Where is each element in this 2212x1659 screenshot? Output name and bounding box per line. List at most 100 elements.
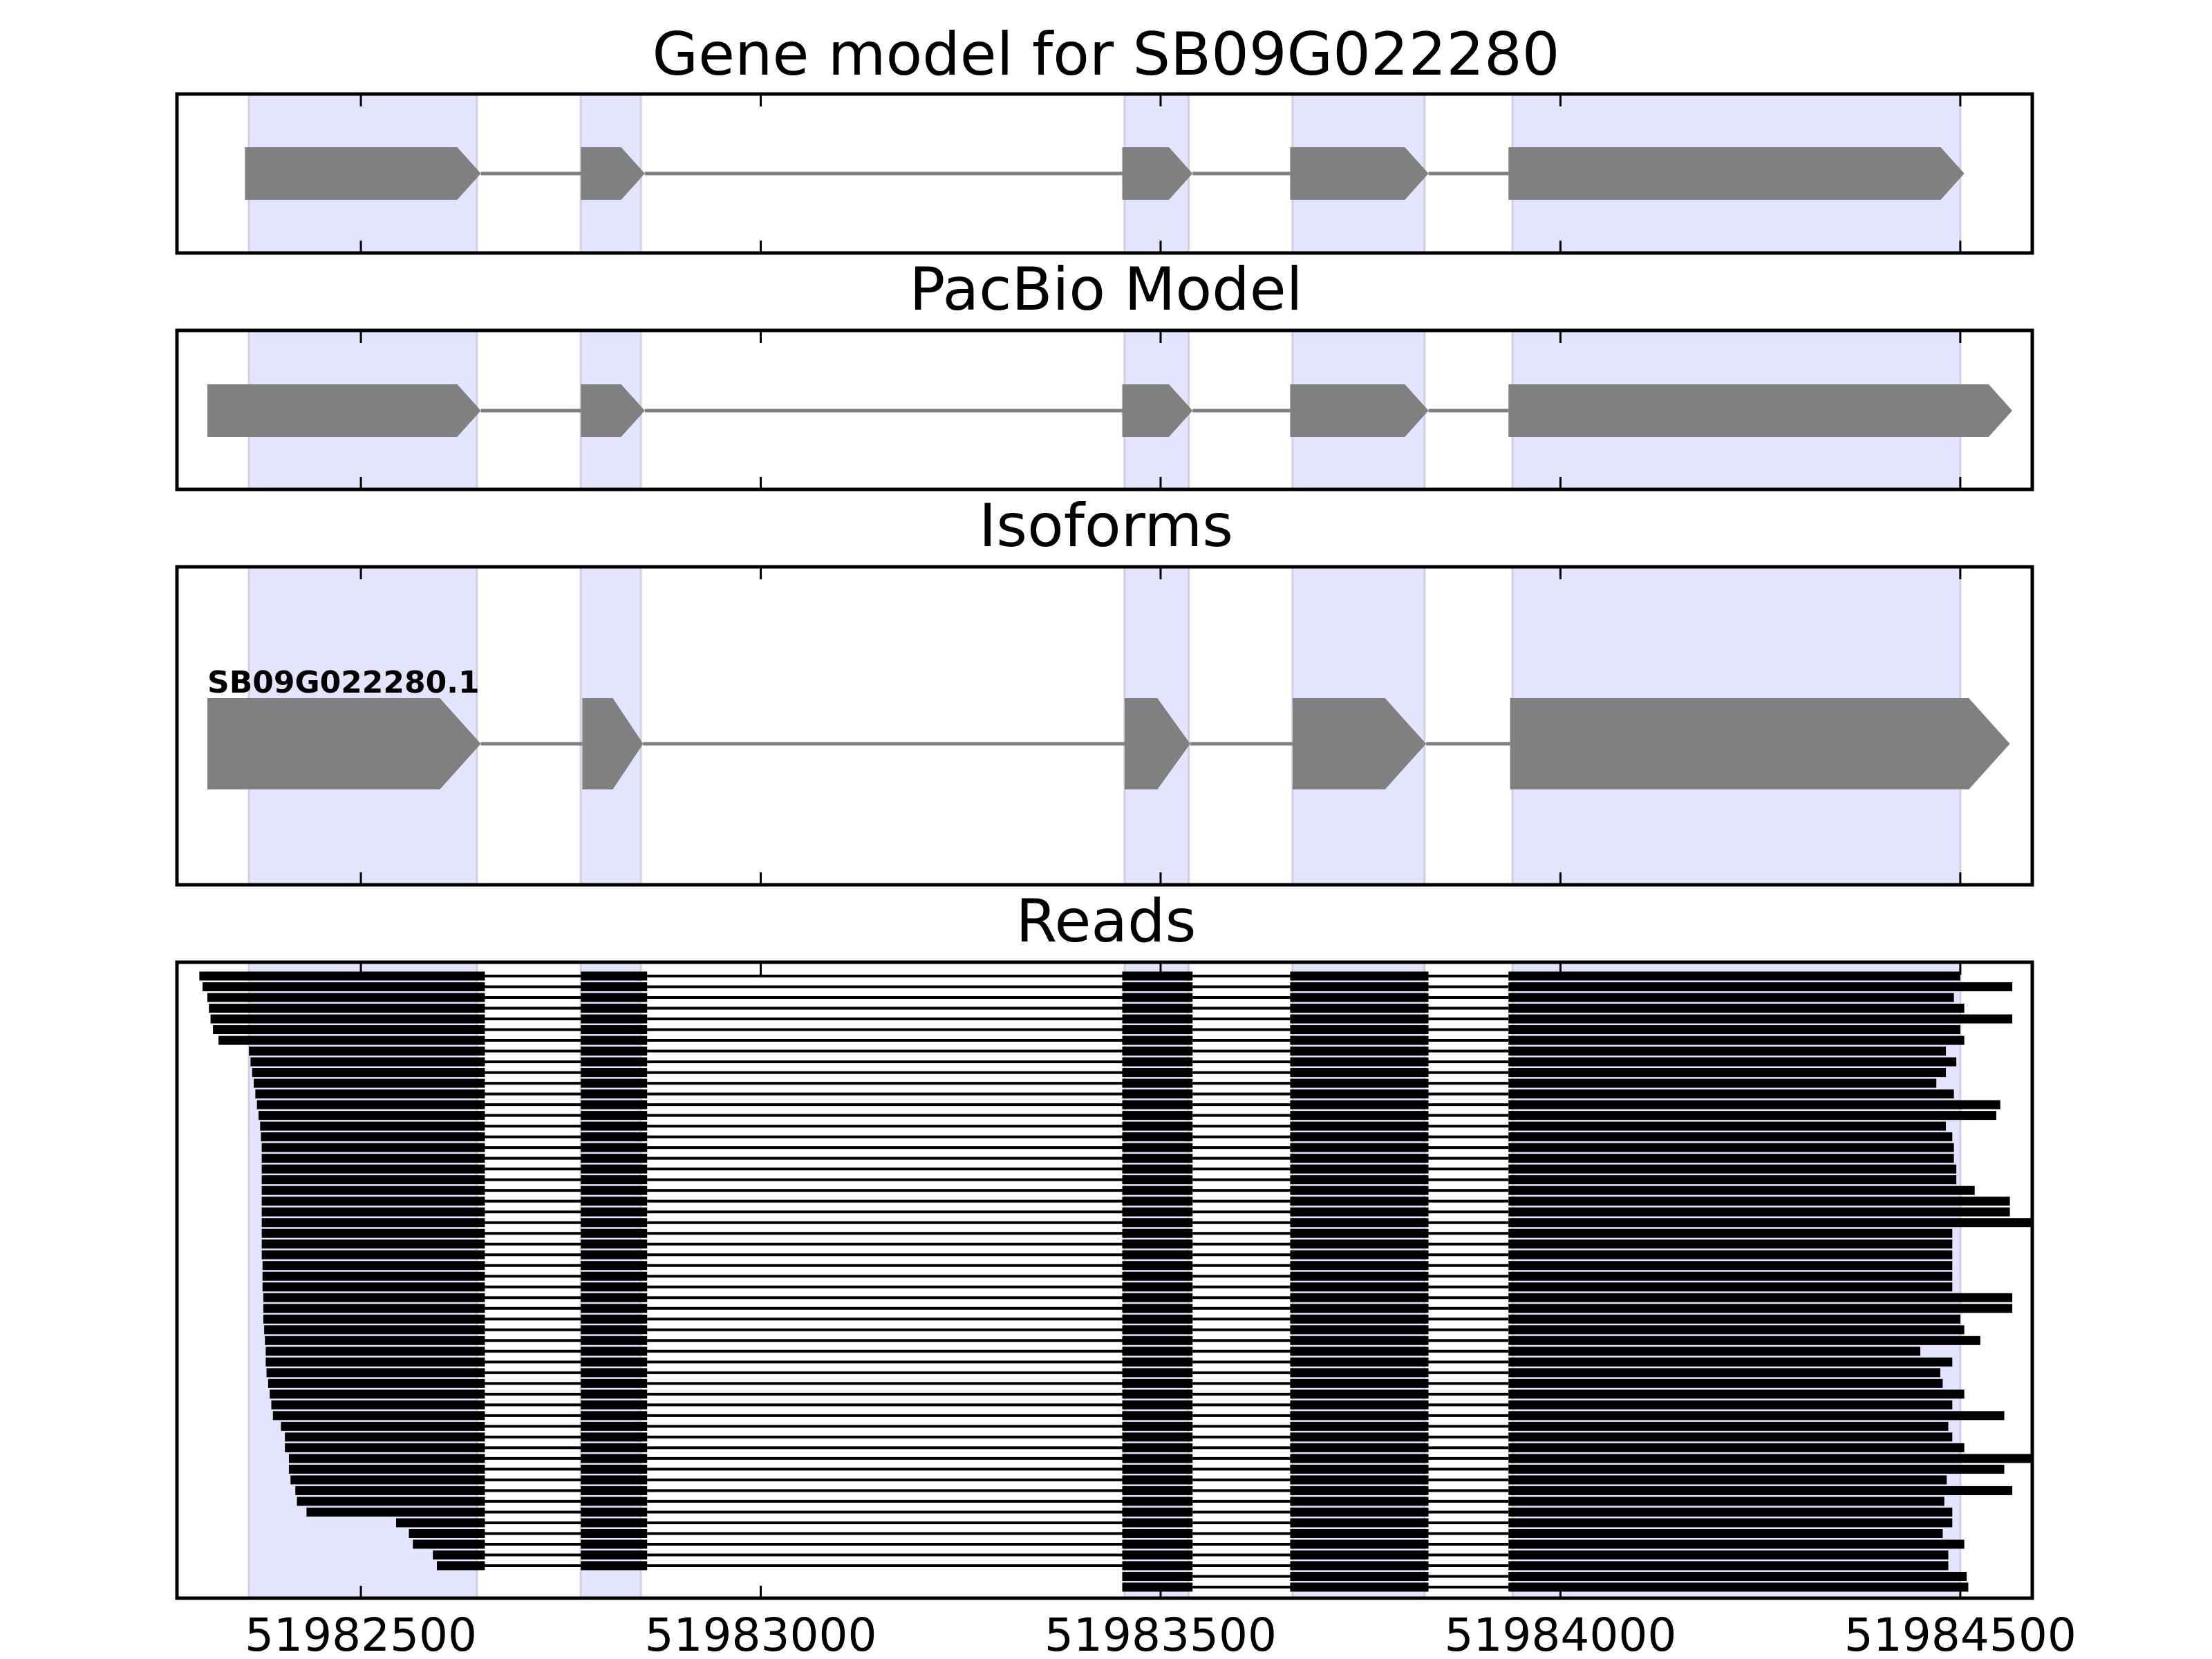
read-block [581, 1057, 648, 1067]
read [285, 1443, 1965, 1452]
gene-model-panel: Gene model for SB09G022280 [175, 20, 2034, 255]
x-axis-tick-labels: 51982500 51983000 51983500 51984000 5198… [245, 1609, 2077, 1659]
read-block [1122, 1293, 1193, 1302]
read-block [1290, 1475, 1429, 1485]
read-block [581, 1421, 648, 1431]
read [1122, 1582, 1969, 1592]
read-block [1290, 1111, 1429, 1121]
read-block [249, 1047, 485, 1056]
read-block [265, 1347, 485, 1356]
read-block [581, 1411, 648, 1421]
read [270, 1389, 1965, 1399]
isoforms-features [207, 698, 2010, 789]
read-block [1122, 1143, 1193, 1152]
read-block [1122, 1047, 1193, 1056]
gene-model-exon [581, 147, 645, 200]
read-block [581, 993, 648, 1002]
read-block [1122, 1207, 1193, 1217]
x-tick-label: 51982500 [245, 1609, 477, 1659]
read-block [1290, 1261, 1429, 1271]
read-block [1122, 1582, 1193, 1592]
read-block [581, 1239, 648, 1249]
gene-model-features [245, 147, 1965, 200]
read [218, 1035, 1965, 1045]
read [268, 1378, 1943, 1388]
read [209, 1004, 1965, 1013]
read-block [581, 1539, 648, 1549]
read-block [210, 1014, 485, 1024]
read-block [1122, 1250, 1193, 1259]
read-block [1290, 1497, 1429, 1506]
read-block [1122, 1271, 1193, 1281]
read [261, 1228, 1953, 1238]
read-block [581, 1389, 648, 1399]
read-block [1122, 1197, 1193, 1206]
read-block [1508, 1539, 1965, 1549]
read-block [1122, 1035, 1193, 1045]
read-block [288, 1464, 485, 1474]
read-block [1290, 1389, 1429, 1399]
read-block [1122, 1261, 1193, 1271]
read [306, 1507, 1953, 1517]
read-block [1122, 1325, 1193, 1335]
read-block [1290, 1507, 1429, 1517]
read-block [1508, 1550, 1949, 1559]
read-block [1290, 1571, 1429, 1581]
read-block [1122, 1078, 1193, 1088]
read [203, 982, 2013, 992]
reads-ticks [359, 962, 1962, 1598]
read [261, 1207, 2010, 1217]
read-block [1290, 982, 1429, 992]
gene-model-frame [175, 92, 2034, 255]
read [262, 1282, 1953, 1292]
read-block [1508, 1143, 1954, 1152]
read-block [213, 1025, 485, 1035]
read-block [1290, 1004, 1429, 1013]
read-block [581, 1475, 648, 1485]
read-block [1290, 1025, 1429, 1035]
read-block [1508, 1389, 1965, 1399]
read-block [1290, 1207, 1429, 1217]
read-block [1122, 993, 1193, 1002]
read-block [581, 1250, 648, 1259]
read-block [581, 1047, 648, 1056]
gene-model-exon [1290, 147, 1429, 200]
pacbio-model-frame [175, 328, 2034, 491]
read-block [263, 1304, 485, 1313]
read-block [1290, 1228, 1429, 1238]
read-block [1508, 1528, 1943, 1538]
read-block [1290, 1454, 1429, 1463]
read-block [581, 1400, 648, 1409]
read-block [1290, 1411, 1429, 1421]
read-block [1122, 1561, 1193, 1571]
read-block [1122, 1378, 1193, 1388]
read-block [581, 1121, 648, 1131]
read-block [1122, 1218, 1193, 1228]
read-block [1122, 1228, 1193, 1238]
read-block [1122, 1004, 1193, 1013]
read-block [263, 1314, 485, 1324]
read-block [262, 1261, 485, 1271]
read-block [1508, 1347, 1921, 1356]
read-block [1290, 1304, 1429, 1313]
read-block [581, 1378, 648, 1388]
read-block [1508, 1357, 1953, 1367]
read-block [1290, 1421, 1429, 1431]
read-block [1508, 1185, 1975, 1195]
read-block [409, 1528, 485, 1538]
read-block [1508, 1207, 2010, 1217]
read-block [1122, 1454, 1193, 1463]
read-block [1290, 971, 1429, 981]
read-block [1508, 1325, 1965, 1335]
read-block [1290, 1197, 1429, 1206]
read-block [1508, 1485, 2013, 1495]
read-block [1508, 1004, 1965, 1013]
read-block [1290, 1218, 1429, 1228]
pacbio-model-exon [581, 384, 645, 437]
read-block [581, 1068, 648, 1078]
read [260, 1121, 1947, 1131]
read-block [254, 1078, 485, 1088]
read-block [1508, 1507, 1953, 1517]
read-block [581, 1347, 648, 1356]
